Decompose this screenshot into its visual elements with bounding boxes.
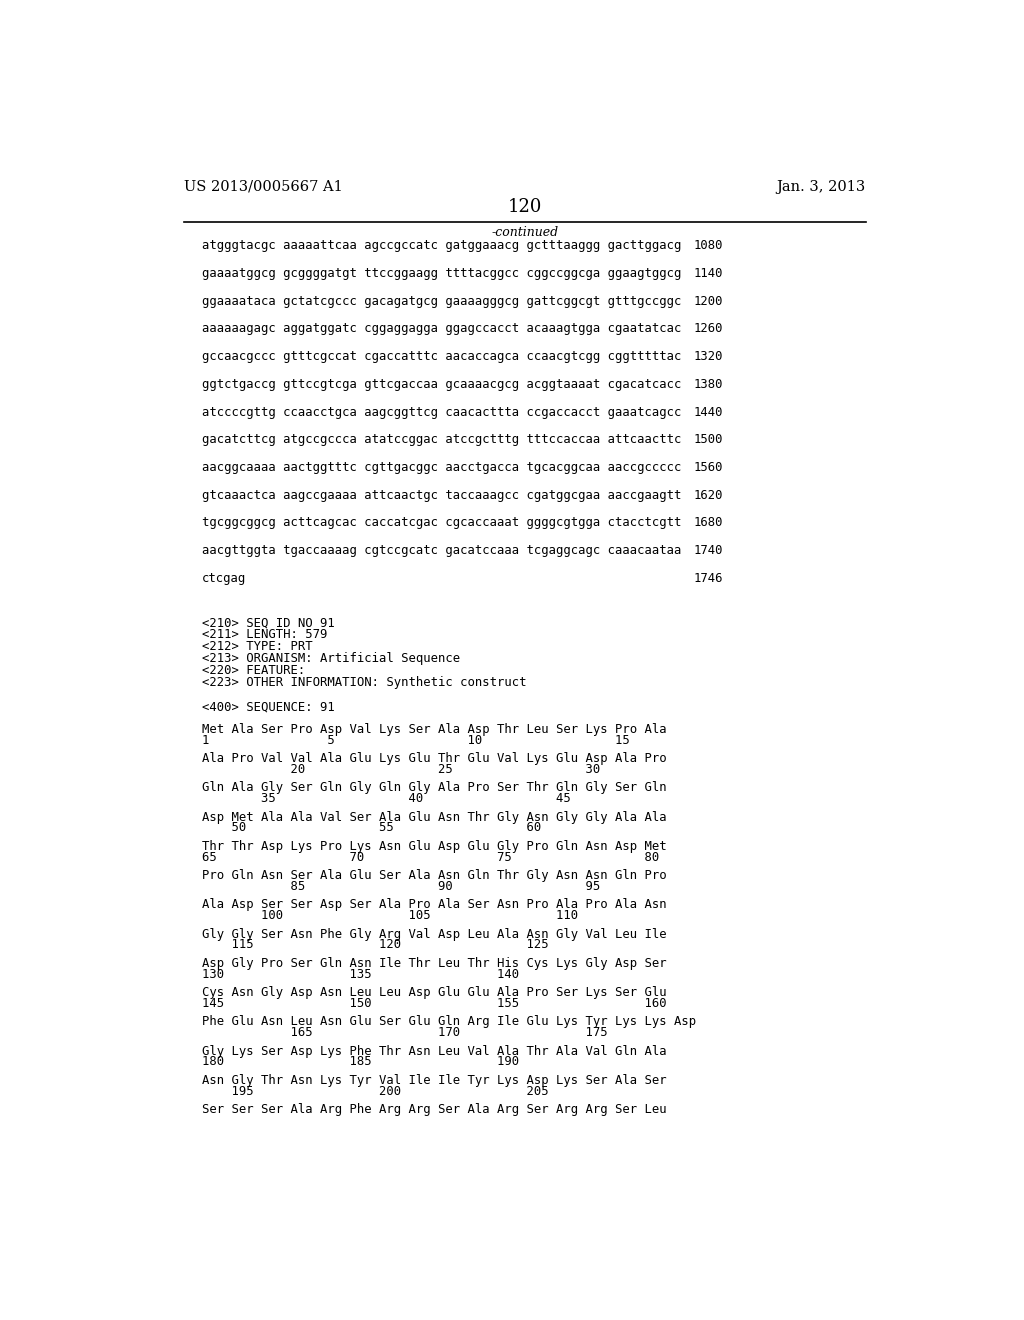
Text: Gly Lys Ser Asp Lys Phe Thr Asn Leu Val Ala Thr Ala Val Gln Ala: Gly Lys Ser Asp Lys Phe Thr Asn Leu Val …: [202, 1044, 667, 1057]
Text: 1746: 1746: [693, 572, 723, 585]
Text: gtcaaactca aagccgaaaa attcaactgc taccaaagcc cgatggcgaa aaccgaagtt: gtcaaactca aagccgaaaa attcaactgc taccaaa…: [202, 488, 681, 502]
Text: Thr Thr Asp Lys Pro Lys Asn Glu Asp Glu Gly Pro Gln Asn Asp Met: Thr Thr Asp Lys Pro Lys Asn Glu Asp Glu …: [202, 840, 667, 853]
Text: Pro Gln Asn Ser Ala Glu Ser Ala Asn Gln Thr Gly Asn Asn Gln Pro: Pro Gln Asn Ser Ala Glu Ser Ala Asn Gln …: [202, 869, 667, 882]
Text: -continued: -continued: [492, 226, 558, 239]
Text: Jan. 3, 2013: Jan. 3, 2013: [776, 180, 866, 194]
Text: 165                 170                 175: 165 170 175: [202, 1026, 607, 1039]
Text: 1740: 1740: [693, 544, 723, 557]
Text: gacatcttcg atgccgccca atatccggac atccgctttg tttccaccaa attcaacttc: gacatcttcg atgccgccca atatccggac atccgct…: [202, 433, 681, 446]
Text: atgggtacgc aaaaattcaa agccgccatc gatggaaacg gctttaaggg gacttggacg: atgggtacgc aaaaattcaa agccgccatc gatggaa…: [202, 239, 681, 252]
Text: <213> ORGANISM: Artificial Sequence: <213> ORGANISM: Artificial Sequence: [202, 652, 460, 665]
Text: Cys Asn Gly Asp Asn Leu Leu Asp Glu Glu Ala Pro Ser Lys Ser Glu: Cys Asn Gly Asp Asn Leu Leu Asp Glu Glu …: [202, 986, 667, 999]
Text: 130                 135                 140: 130 135 140: [202, 968, 519, 981]
Text: gccaacgccc gtttcgccat cgaccatttc aacaccagca ccaacgtcgg cggtttttac: gccaacgccc gtttcgccat cgaccatttc aacacca…: [202, 350, 681, 363]
Text: tgcggcggcg acttcagcac caccatcgac cgcaccaaat ggggcgtgga ctacctcgtt: tgcggcggcg acttcagcac caccatcgac cgcacca…: [202, 516, 681, 529]
Text: aaaaaagagc aggatggatc cggaggagga ggagccacct acaaagtgga cgaatatcac: aaaaaagagc aggatggatc cggaggagga ggagcca…: [202, 322, 681, 335]
Text: 1260: 1260: [693, 322, 723, 335]
Text: Asn Gly Thr Asn Lys Tyr Val Ile Ile Tyr Lys Asp Lys Ser Ala Ser: Asn Gly Thr Asn Lys Tyr Val Ile Ile Tyr …: [202, 1074, 667, 1086]
Text: 1500: 1500: [693, 433, 723, 446]
Text: 120: 120: [508, 198, 542, 216]
Text: <400> SEQUENCE: 91: <400> SEQUENCE: 91: [202, 700, 335, 713]
Text: 85                  90                  95: 85 90 95: [202, 880, 600, 892]
Text: Ala Asp Ser Ser Asp Ser Ala Pro Ala Ser Asn Pro Ala Pro Ala Asn: Ala Asp Ser Ser Asp Ser Ala Pro Ala Ser …: [202, 899, 667, 911]
Text: <220> FEATURE:: <220> FEATURE:: [202, 664, 305, 677]
Text: ctcgag: ctcgag: [202, 572, 246, 585]
Text: aacggcaaaa aactggtttc cgttgacggc aacctgacca tgcacggcaa aaccgccccc: aacggcaaaa aactggtttc cgttgacggc aacctga…: [202, 461, 681, 474]
Text: 1080: 1080: [693, 239, 723, 252]
Text: US 2013/0005667 A1: US 2013/0005667 A1: [183, 180, 343, 194]
Text: Asp Met Ala Ala Val Ser Ala Glu Asn Thr Gly Asn Gly Gly Ala Ala: Asp Met Ala Ala Val Ser Ala Glu Asn Thr …: [202, 810, 667, 824]
Text: 1620: 1620: [693, 488, 723, 502]
Text: 1200: 1200: [693, 294, 723, 308]
Text: 180                 185                 190: 180 185 190: [202, 1056, 519, 1068]
Text: 195                 200                 205: 195 200 205: [202, 1085, 548, 1098]
Text: 100                 105                 110: 100 105 110: [202, 909, 578, 923]
Text: 145                 150                 155                 160: 145 150 155 160: [202, 997, 667, 1010]
Text: 1680: 1680: [693, 516, 723, 529]
Text: 65                  70                  75                  80: 65 70 75 80: [202, 850, 658, 863]
Text: 1440: 1440: [693, 405, 723, 418]
Text: 1380: 1380: [693, 378, 723, 391]
Text: 1320: 1320: [693, 350, 723, 363]
Text: aacgttggta tgaccaaaag cgtccgcatc gacatccaaa tcgaggcagc caaacaataa: aacgttggta tgaccaaaag cgtccgcatc gacatcc…: [202, 544, 681, 557]
Text: Gly Gly Ser Asn Phe Gly Arg Val Asp Leu Ala Asn Gly Val Leu Ile: Gly Gly Ser Asn Phe Gly Arg Val Asp Leu …: [202, 928, 667, 941]
Text: Gln Ala Gly Ser Gln Gly Gln Gly Ala Pro Ser Thr Gln Gly Ser Gln: Gln Ala Gly Ser Gln Gly Gln Gly Ala Pro …: [202, 781, 667, 795]
Text: ggaaaataca gctatcgccc gacagatgcg gaaaagggcg gattcggcgt gtttgccggc: ggaaaataca gctatcgccc gacagatgcg gaaaagg…: [202, 294, 681, 308]
Text: 50                  55                  60: 50 55 60: [202, 821, 541, 834]
Text: Ala Pro Val Val Ala Glu Lys Glu Thr Glu Val Lys Glu Asp Ala Pro: Ala Pro Val Val Ala Glu Lys Glu Thr Glu …: [202, 752, 667, 766]
Text: 115                 120                 125: 115 120 125: [202, 939, 548, 952]
Text: 1140: 1140: [693, 267, 723, 280]
Text: <210> SEQ ID NO 91: <210> SEQ ID NO 91: [202, 616, 335, 630]
Text: <212> TYPE: PRT: <212> TYPE: PRT: [202, 640, 312, 653]
Text: Phe Glu Asn Leu Asn Glu Ser Glu Gln Arg Ile Glu Lys Tyr Lys Lys Asp: Phe Glu Asn Leu Asn Glu Ser Glu Gln Arg …: [202, 1015, 695, 1028]
Text: <223> OTHER INFORMATION: Synthetic construct: <223> OTHER INFORMATION: Synthetic const…: [202, 676, 526, 689]
Text: 1                5                  10                  15: 1 5 10 15: [202, 734, 630, 747]
Text: 1560: 1560: [693, 461, 723, 474]
Text: Asp Gly Pro Ser Gln Asn Ile Thr Leu Thr His Cys Lys Gly Asp Ser: Asp Gly Pro Ser Gln Asn Ile Thr Leu Thr …: [202, 957, 667, 970]
Text: 35                  40                  45: 35 40 45: [202, 792, 570, 805]
Text: atccccgttg ccaacctgca aagcggttcg caacacttta ccgaccacct gaaatcagcc: atccccgttg ccaacctgca aagcggttcg caacact…: [202, 405, 681, 418]
Text: Met Ala Ser Pro Asp Val Lys Ser Ala Asp Thr Leu Ser Lys Pro Ala: Met Ala Ser Pro Asp Val Lys Ser Ala Asp …: [202, 723, 667, 735]
Text: ggtctgaccg gttccgtcga gttcgaccaa gcaaaacgcg acggtaaaat cgacatcacc: ggtctgaccg gttccgtcga gttcgaccaa gcaaaac…: [202, 378, 681, 391]
Text: 20                  25                  30: 20 25 30: [202, 763, 600, 776]
Text: gaaaatggcg gcggggatgt ttccggaagg ttttacggcc cggccggcga ggaagtggcg: gaaaatggcg gcggggatgt ttccggaagg ttttacg…: [202, 267, 681, 280]
Text: <211> LENGTH: 579: <211> LENGTH: 579: [202, 628, 327, 642]
Text: Ser Ser Ser Ala Arg Phe Arg Arg Ser Ala Arg Ser Arg Arg Ser Leu: Ser Ser Ser Ala Arg Phe Arg Arg Ser Ala …: [202, 1104, 667, 1117]
